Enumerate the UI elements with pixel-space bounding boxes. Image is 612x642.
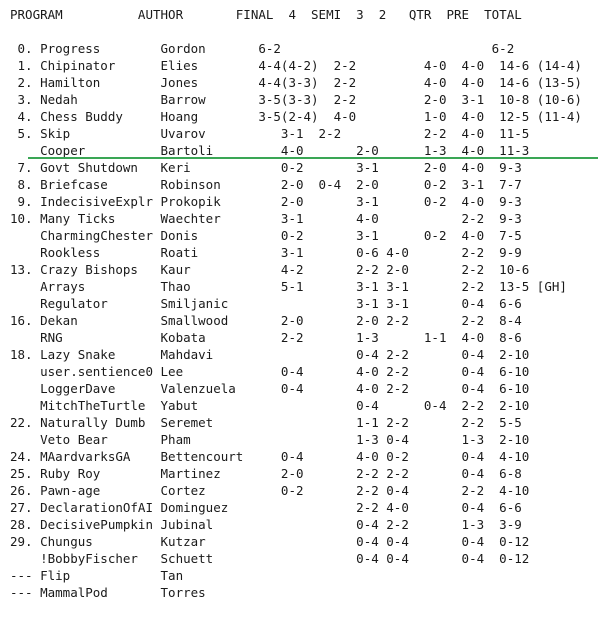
- table-row: 26. Pawn-age Cortez 0-2 2-2 0-4 2-2 4-10: [10, 483, 530, 498]
- table-row: MitchTheTurtle Yabut 0-4 0-4 2-2 2-10: [10, 398, 530, 413]
- table-row: 18. Lazy Snake Mahdavi 0-4 2-2 0-4 2-10: [10, 347, 530, 362]
- table-row: 25. Ruby Roy Martinez 2-0 2-2 2-2 0-4 6-…: [10, 466, 522, 481]
- table-row: 22. Naturally Dumb Seremet 1-1 2-2 2-2 5…: [10, 415, 522, 430]
- table-row: 4. Chess Buddy Hoang 3-5(2-4) 4-0 1-0 4-…: [10, 109, 582, 124]
- table-row: 16. Dekan Smallwood 2-0 2-0 2-2 2-2 8-4: [10, 313, 522, 328]
- table-row: Rookless Roati 3-1 0-6 4-0 2-2 9-9: [10, 245, 522, 260]
- table-row: --- MammalPod Torres: [10, 585, 206, 600]
- table-row: Regulator Smiljanic 3-1 3-1 0-4 6-6: [10, 296, 522, 311]
- table-row: 2. Hamilton Jones 4-4(3-3) 2-2 4-0 4-0 1…: [10, 75, 582, 90]
- blank-line: [10, 23, 582, 40]
- standings-table: PROGRAM AUTHOR FINAL 4 SEMI 3 2 QTR PRE …: [10, 6, 582, 601]
- table-row: 24. MAardvarksGA Bettencourt 0-4 4-0 0-2…: [10, 449, 530, 464]
- table-row: 13. Crazy Bishops Kaur 4-2 2-2 2-0 2-2 1…: [10, 262, 530, 277]
- table-row: 0. Progress Gordon 6-2 6-2: [10, 41, 515, 56]
- table-row: --- Flip Tan: [10, 568, 184, 583]
- table-row: 1. Chipinator Elies 4-4(4-2) 2-2 4-0 4-0…: [10, 58, 582, 73]
- qualification-divider: [28, 157, 598, 159]
- table-row: Arrays Thao 5-1 3-1 3-1 2-2 13-5 [GH]: [10, 279, 567, 294]
- table-row: 8. Briefcase Robinson 2-0 0-4 2-0 0-2 3-…: [10, 177, 522, 192]
- table-row: 5. Skip Uvarov 3-1 2-2 2-2 4-0 11-5: [10, 126, 530, 141]
- table-row: 10. Many Ticks Waechter 3-1 4-0 2-2 9-3: [10, 211, 522, 226]
- table-row: Veto Bear Pham 1-3 0-4 1-3 2-10: [10, 432, 530, 447]
- table-row: Cooper Bartoli 4-0 2-0 1-3 4-0 11-3: [10, 143, 530, 158]
- table-row: user.sentience0 Lee 0-4 4-0 2-2 0-4 6-10: [10, 364, 530, 379]
- table-row: !BobbyFischer Schuett 0-4 0-4 0-4 0-12: [10, 551, 530, 566]
- table-row: 28. DecisivePumpkin Jubinal 0-4 2-2 1-3 …: [10, 517, 522, 532]
- table-row: 7. Govt Shutdown Keri 0-2 3-1 2-0 4-0 9-…: [10, 160, 522, 175]
- table-row: 3. Nedah Barrow 3-5(3-3) 2-2 2-0 3-1 10-…: [10, 92, 582, 107]
- table-header: PROGRAM AUTHOR FINAL 4 SEMI 3 2 QTR PRE …: [10, 7, 522, 22]
- table-row: 9. IndecisiveExplr Prokopik 2-0 3-1 0-2 …: [10, 194, 522, 209]
- table-row: LoggerDave Valenzuela 0-4 4-0 2-2 0-4 6-…: [10, 381, 530, 396]
- table-row: CharmingChester Donis 0-2 3-1 0-2 4-0 7-…: [10, 228, 522, 243]
- table-row: 27. DeclarationOfAI Dominguez 2-2 4-0 0-…: [10, 500, 522, 515]
- table-row: RNG Kobata 2-2 1-3 1-1 4-0 8-6: [10, 330, 522, 345]
- table-row: 29. Chungus Kutzar 0-4 0-4 0-4 0-12: [10, 534, 530, 549]
